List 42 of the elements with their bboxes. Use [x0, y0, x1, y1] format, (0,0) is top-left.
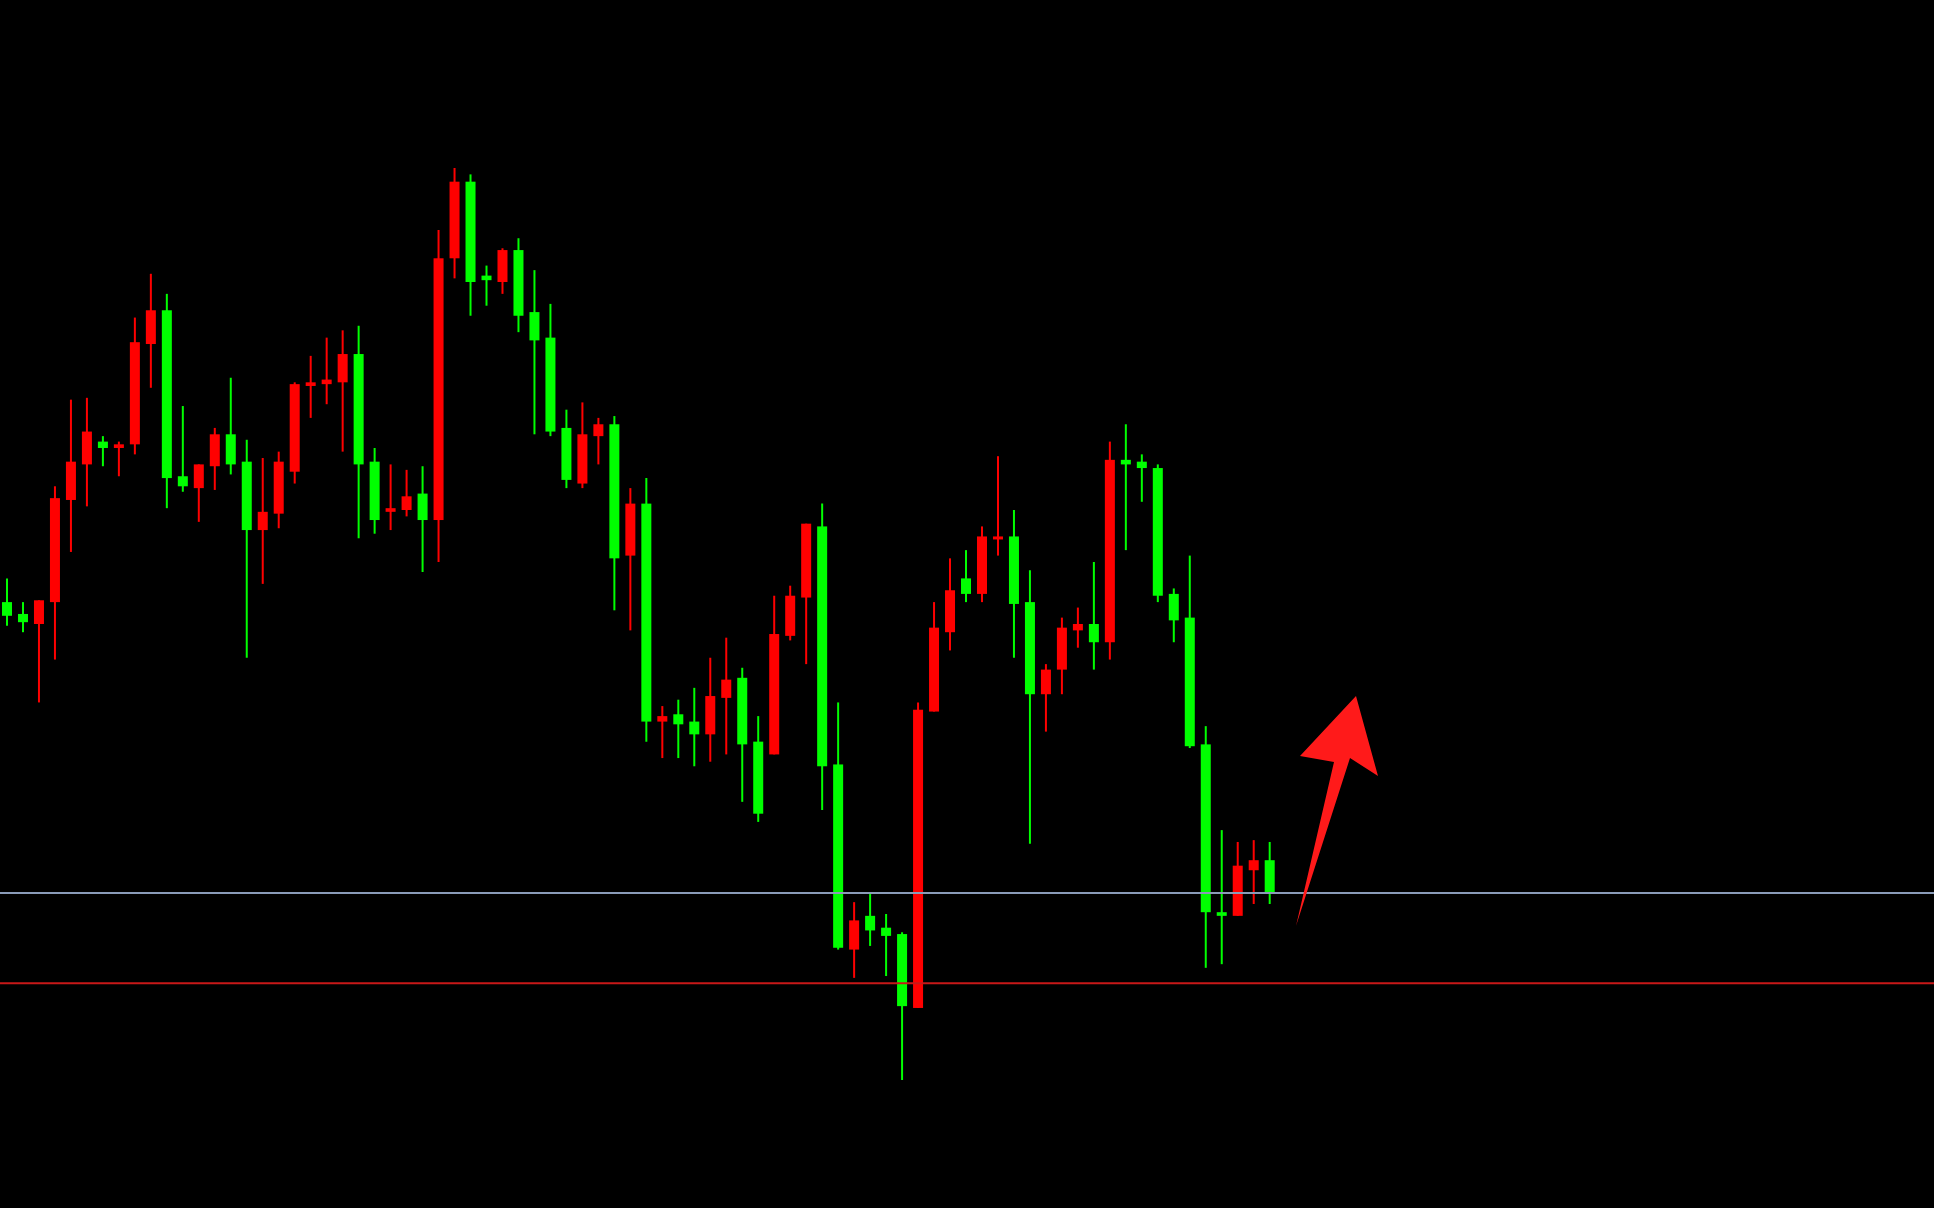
candlestick [1264, 840, 1275, 905]
candlestick [1168, 587, 1179, 644]
candlestick [81, 396, 92, 508]
candlestick [673, 698, 684, 760]
candlestick [257, 457, 268, 585]
candlestick [193, 463, 204, 523]
candlestick [337, 329, 348, 453]
candlestick [401, 468, 412, 518]
candlestick [225, 376, 236, 476]
candlestick [689, 686, 700, 768]
candlestick [849, 901, 860, 979]
candlestick [593, 416, 604, 466]
candlestick [305, 354, 316, 419]
candlestick [529, 269, 540, 436]
candlestick [113, 440, 124, 478]
candlestick [497, 247, 508, 295]
candlestick [209, 426, 220, 491]
candlestick [705, 656, 716, 763]
candlestick [33, 599, 44, 704]
candlestick [177, 405, 188, 493]
candlestick [385, 463, 396, 532]
candlestick [145, 272, 156, 389]
candlestick [865, 891, 876, 947]
candlestick [417, 465, 428, 574]
candlestick [1072, 606, 1083, 649]
candlestick [1088, 560, 1099, 671]
candlestick [785, 584, 796, 642]
candlestick [97, 435, 108, 468]
candlestick [945, 557, 956, 652]
candlestick [17, 601, 28, 634]
candlestick [1216, 829, 1227, 966]
candlestick [961, 549, 972, 604]
candlestick [1056, 616, 1067, 696]
candlestick [1040, 663, 1051, 733]
candlestick [657, 705, 668, 760]
candlestick [2, 577, 12, 627]
candlestick [65, 398, 76, 553]
candlestick [881, 913, 892, 978]
candlestick [1136, 453, 1147, 503]
candlestick [1248, 839, 1259, 905]
candlestick [992, 455, 1003, 557]
candlestick [721, 636, 732, 756]
